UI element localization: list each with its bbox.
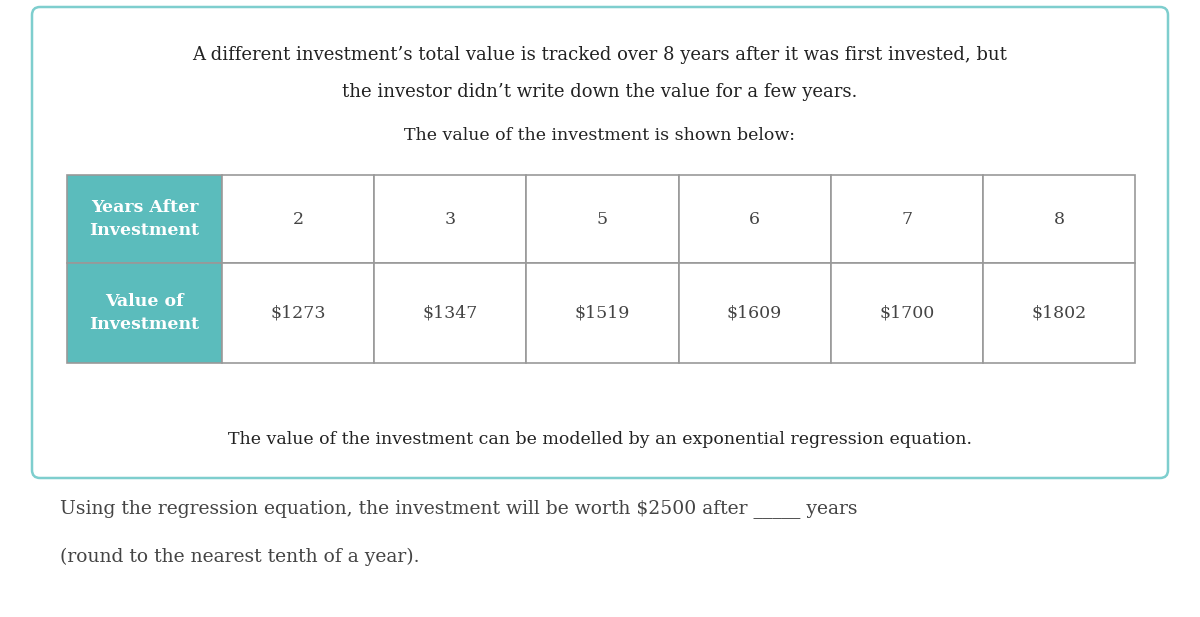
Bar	[678, 263, 830, 363]
Bar	[983, 175, 1135, 263]
Text: Years After
Investment: Years After Investment	[90, 199, 199, 239]
Bar	[678, 175, 830, 263]
Text: (round to the nearest tenth of a year).: (round to the nearest tenth of a year).	[60, 548, 420, 566]
FancyBboxPatch shape	[32, 7, 1168, 478]
Text: $1519: $1519	[575, 305, 630, 321]
Text: The value of the investment can be modelled by an exponential regression equatio: The value of the investment can be model…	[228, 431, 972, 447]
Text: the investor didn’t write down the value for a few years.: the investor didn’t write down the value…	[342, 83, 858, 101]
Bar	[67, 175, 222, 263]
Text: 2: 2	[293, 210, 304, 228]
Text: $1700: $1700	[880, 305, 935, 321]
Bar	[222, 263, 374, 363]
Bar	[830, 175, 983, 263]
Bar	[527, 175, 678, 263]
Bar	[222, 175, 374, 263]
Text: $1273: $1273	[270, 305, 326, 321]
Bar	[67, 263, 222, 363]
Text: A different investment’s total value is tracked over 8 years after it was first : A different investment’s total value is …	[192, 46, 1008, 64]
Text: 8: 8	[1054, 210, 1064, 228]
Text: Using the regression equation, the investment will be worth $2500 after _____ ye: Using the regression equation, the inves…	[60, 500, 858, 518]
Text: 7: 7	[901, 210, 912, 228]
Text: 3: 3	[445, 210, 456, 228]
Bar	[374, 175, 527, 263]
Text: Value of
Investment: Value of Investment	[90, 292, 199, 333]
Bar	[527, 263, 678, 363]
Text: $1802: $1802	[1031, 305, 1086, 321]
Bar	[983, 263, 1135, 363]
Bar	[830, 263, 983, 363]
Text: The value of the investment is shown below:: The value of the investment is shown bel…	[404, 126, 796, 144]
Text: $1347: $1347	[422, 305, 478, 321]
Text: 5: 5	[596, 210, 608, 228]
Text: 6: 6	[749, 210, 760, 228]
Bar	[374, 263, 527, 363]
Text: $1609: $1609	[727, 305, 782, 321]
